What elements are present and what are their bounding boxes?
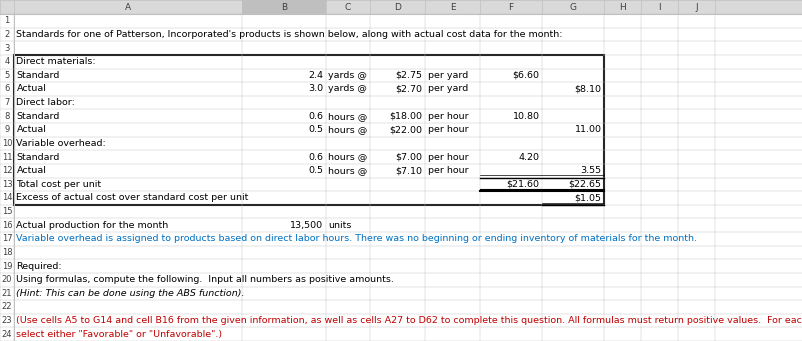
Text: $7.10: $7.10 — [395, 166, 422, 175]
Text: 11: 11 — [2, 152, 12, 162]
Bar — [241, 0, 326, 14]
Text: F: F — [508, 2, 513, 12]
Text: 1: 1 — [4, 16, 10, 25]
Text: per hour: per hour — [427, 112, 468, 121]
Text: Using formulas, compute the following.  Input all numbers as positive amounts.: Using formulas, compute the following. I… — [17, 275, 394, 284]
Text: A: A — [125, 2, 131, 12]
Text: 11.00: 11.00 — [573, 125, 601, 134]
Text: H: H — [618, 2, 625, 12]
Text: Standard: Standard — [17, 112, 60, 121]
Text: 0.6: 0.6 — [308, 152, 323, 162]
Text: Required:: Required: — [17, 262, 62, 270]
Text: Direct materials:: Direct materials: — [17, 57, 96, 66]
Text: E: E — [449, 2, 455, 12]
Bar — [0, 0, 802, 14]
Text: 24: 24 — [2, 330, 12, 339]
Text: Actual: Actual — [17, 125, 47, 134]
Text: J: J — [695, 2, 697, 12]
Text: per hour: per hour — [427, 125, 468, 134]
Text: 17: 17 — [2, 234, 12, 243]
Text: per yard: per yard — [427, 71, 468, 80]
Text: yards @: yards @ — [328, 85, 367, 93]
Text: 4.20: 4.20 — [518, 152, 539, 162]
Text: 12: 12 — [2, 166, 12, 175]
Text: 2.4: 2.4 — [308, 71, 323, 80]
Text: Standard: Standard — [17, 71, 60, 80]
Text: $21.60: $21.60 — [506, 180, 539, 189]
Text: 19: 19 — [2, 262, 12, 270]
Text: Direct labor:: Direct labor: — [17, 98, 75, 107]
Text: hours @: hours @ — [328, 166, 367, 175]
Text: 3.55: 3.55 — [580, 166, 601, 175]
Text: Actual: Actual — [17, 85, 47, 93]
Text: $22.65: $22.65 — [568, 180, 601, 189]
Text: Standard: Standard — [17, 152, 60, 162]
Text: 23: 23 — [2, 316, 12, 325]
Text: Excess of actual cost over standard cost per unit: Excess of actual cost over standard cost… — [17, 193, 249, 203]
Text: 0.5: 0.5 — [308, 125, 323, 134]
Text: 0.5: 0.5 — [308, 166, 323, 175]
Text: 0.6: 0.6 — [308, 112, 323, 121]
Text: $7.00: $7.00 — [395, 152, 422, 162]
Text: 9: 9 — [4, 125, 10, 134]
Text: 21: 21 — [2, 289, 12, 298]
Text: 15: 15 — [2, 207, 12, 216]
Text: yards @: yards @ — [328, 71, 367, 80]
Text: (Hint: This can be done using the ABS function).: (Hint: This can be done using the ABS fu… — [17, 289, 245, 298]
Text: $2.70: $2.70 — [395, 85, 422, 93]
Text: (Use cells A5 to G14 and cell B16 from the given information, as well as cells A: (Use cells A5 to G14 and cell B16 from t… — [17, 316, 802, 325]
Text: per hour: per hour — [427, 152, 468, 162]
Text: 13,500: 13,500 — [290, 221, 323, 230]
Text: 3.0: 3.0 — [308, 85, 323, 93]
Text: Total cost per unit: Total cost per unit — [17, 180, 102, 189]
Text: select either "Favorable" or "Unfavorable".): select either "Favorable" or "Unfavorabl… — [17, 330, 222, 339]
Text: 20: 20 — [2, 275, 12, 284]
Text: 14: 14 — [2, 193, 12, 203]
Text: G: G — [569, 2, 576, 12]
Text: $22.00: $22.00 — [389, 125, 422, 134]
Text: D: D — [394, 2, 400, 12]
Text: $6.60: $6.60 — [512, 71, 539, 80]
Text: I: I — [658, 2, 660, 12]
Text: 6: 6 — [4, 85, 10, 93]
Text: 7: 7 — [4, 98, 10, 107]
Text: B: B — [281, 2, 286, 12]
Text: $1.05: $1.05 — [573, 193, 601, 203]
Text: $8.10: $8.10 — [573, 85, 601, 93]
Text: hours @: hours @ — [328, 152, 367, 162]
Text: Actual: Actual — [17, 166, 47, 175]
Text: 22: 22 — [2, 302, 12, 311]
Text: 18: 18 — [2, 248, 12, 257]
Text: 4: 4 — [4, 57, 10, 66]
Text: per hour: per hour — [427, 166, 468, 175]
Text: 8: 8 — [4, 112, 10, 121]
Text: 2: 2 — [4, 30, 10, 39]
Text: C: C — [344, 2, 350, 12]
Text: Variable overhead is assigned to products based on direct labor hours. There was: Variable overhead is assigned to product… — [17, 234, 697, 243]
Text: hours @: hours @ — [328, 125, 367, 134]
Text: 16: 16 — [2, 221, 12, 230]
Text: $18.00: $18.00 — [389, 112, 422, 121]
Text: Actual production for the month: Actual production for the month — [17, 221, 168, 230]
Text: 5: 5 — [4, 71, 10, 80]
Text: Standards for one of Patterson, Incorporated's products is shown below, along wi: Standards for one of Patterson, Incorpor… — [17, 30, 562, 39]
Text: Variable overhead:: Variable overhead: — [17, 139, 106, 148]
Text: $2.75: $2.75 — [395, 71, 422, 80]
Text: 10.80: 10.80 — [512, 112, 539, 121]
Text: per yard: per yard — [427, 85, 468, 93]
Text: 3: 3 — [4, 44, 10, 53]
Text: 10: 10 — [2, 139, 12, 148]
Text: 13: 13 — [2, 180, 12, 189]
Text: hours @: hours @ — [328, 112, 367, 121]
Bar — [14, 55, 603, 205]
Text: units: units — [328, 221, 351, 230]
